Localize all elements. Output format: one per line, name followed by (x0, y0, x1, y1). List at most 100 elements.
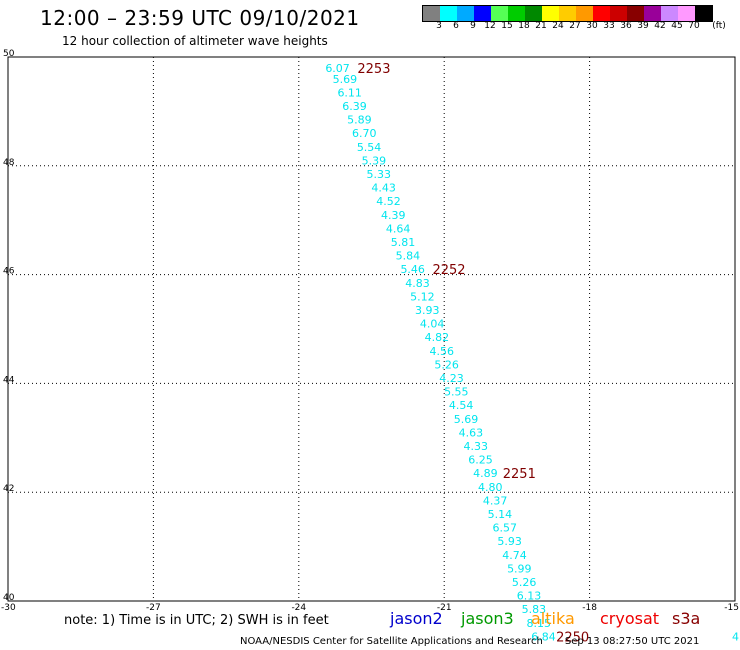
colorbar-label: 42 (654, 21, 666, 31)
swh-value: 4.74 (502, 549, 527, 562)
y-tick-label: 48 (3, 158, 15, 168)
footer-timestamp: Sep 13 08:27:50 UTC 2021 (564, 636, 700, 647)
colorbar-label: 30 (586, 21, 598, 31)
swh-value: 5.46 (400, 263, 425, 276)
pass-time-label: 2251 (503, 467, 536, 482)
y-tick-label: 42 (3, 484, 14, 494)
x-tick-label: -30 (1, 603, 16, 613)
swh-value: 5.26 (512, 576, 537, 589)
swh-value: 6.07 (325, 62, 350, 75)
colorbar-swatch (695, 6, 712, 21)
colorbar-swatch (440, 6, 457, 21)
colorbar-labels: 3 6 9 12 15 18 21 24 27 30 33 36 39 42 45 70 (ft) (422, 21, 740, 35)
swh-value: 5.33 (367, 168, 392, 181)
y-tick-label: 40 (3, 593, 15, 603)
swh-value: 4.56 (430, 345, 455, 358)
colorbar-swatch (576, 6, 593, 21)
swh-value: 5.81 (391, 236, 416, 249)
colorbar-swatch (474, 6, 491, 21)
swh-value: 4.63 (459, 426, 484, 439)
legend-jason2: jason2 (390, 609, 443, 628)
y-tick-label: 44 (3, 375, 15, 385)
footer: NOAA/NESDIS Center for Satellite Applica… (240, 636, 699, 647)
legend-s3a: s3a (672, 609, 701, 628)
y-tick-label: 46 (3, 267, 15, 277)
colorbar-label: 24 (552, 21, 564, 31)
colorbar-swatch (525, 6, 542, 21)
colorbar-swatch (593, 6, 610, 21)
swh-value: 5.14 (488, 508, 513, 521)
swh-value: 4.82 (425, 331, 450, 344)
swh-value: 4.39 (381, 209, 406, 222)
colorbar-label: 36 (620, 21, 632, 31)
swh-value: 5.54 (357, 141, 382, 154)
swh-value: 6.13 (517, 590, 542, 603)
colorbar-label: 45 (671, 21, 683, 31)
y-tick-label: 50 (3, 49, 15, 59)
footer-credit: NOAA/NESDIS Center for Satellite Applica… (240, 636, 543, 647)
colorbar-swatch (610, 6, 627, 21)
swh-value: 4.43 (371, 182, 396, 195)
colorbar-swatch (457, 6, 474, 21)
swh-value: 6.25 (468, 454, 493, 467)
swh-value: 6.11 (337, 86, 362, 99)
swh-value: 5.12 (410, 290, 435, 303)
colorbar-label: 9 (470, 21, 476, 31)
colorbar-swatch (661, 6, 678, 21)
swh-value: 4.52 (376, 195, 401, 208)
colorbar-label: 18 (518, 21, 530, 31)
pass-time-label: 2250 (556, 630, 589, 645)
legend-jason3: jason3 (461, 609, 514, 628)
colorbar-swatch (423, 6, 440, 21)
pass-time-label: 2252 (432, 263, 465, 278)
swh-value: 6.57 (493, 522, 518, 535)
swh-value: 5.69 (454, 413, 479, 426)
swh-value: 5.89 (347, 114, 372, 127)
swh-value: 5.69 (333, 73, 358, 86)
x-tick-label: -15 (724, 603, 739, 613)
colorbar-label: 6 (453, 21, 459, 31)
swh-value: 5.99 (507, 562, 532, 575)
swh-colorbar (422, 5, 713, 22)
colorbar-swatch (627, 6, 644, 21)
page-subtitle: 12 hour collection of altimeter wave hei… (62, 34, 328, 48)
swh-value: 5.93 (497, 535, 522, 548)
colorbar-swatch (644, 6, 661, 21)
x-tick-label: -21 (437, 603, 452, 613)
swh-value: 4.04 (420, 318, 445, 331)
colorbar-swatch (491, 6, 508, 21)
colorbar-swatch (559, 6, 576, 21)
colorbar-swatch (542, 6, 559, 21)
legend-cryosat: cryosat (600, 609, 660, 628)
swh-value: 5.84 (396, 250, 421, 263)
swh-value: 4 (732, 630, 739, 643)
pass-time-label: 2253 (357, 62, 390, 77)
swh-value: 4.80 (478, 481, 503, 494)
swh-value: 4.89 (473, 467, 498, 480)
swh-value: 4.54 (449, 399, 474, 412)
legend-altika: altika (531, 609, 575, 628)
colorbar-label: 70 (688, 21, 700, 31)
swh-value: 5.55 (444, 386, 469, 399)
swh-value: 5.83 (522, 603, 547, 616)
colorbar-label: 33 (603, 21, 615, 31)
colorbar-swatch (508, 6, 525, 21)
x-tick-label: -18 (582, 603, 597, 613)
colorbar-label: 3 (436, 21, 442, 31)
swh-value: 6.39 (342, 100, 367, 113)
colorbar-swatch (678, 6, 695, 21)
swh-value: 4.23 (439, 372, 464, 385)
page-title: 12:00 – 23:59 UTC 09/10/2021 (40, 6, 360, 30)
x-tick-label: -24 (291, 603, 306, 613)
map-frame (7, 56, 736, 602)
swh-value: 4.33 (463, 440, 488, 453)
colorbar-label: 12 (484, 21, 496, 31)
swh-value: 5.26 (434, 358, 459, 371)
colorbar-label: 27 (569, 21, 581, 31)
swh-value: 4.64 (386, 222, 411, 235)
swh-value: 6.84 (531, 630, 556, 643)
swh-value: 8.15 (526, 617, 551, 630)
colorbar-label: 21 (535, 21, 547, 31)
swh-value: 3.93 (415, 304, 440, 317)
